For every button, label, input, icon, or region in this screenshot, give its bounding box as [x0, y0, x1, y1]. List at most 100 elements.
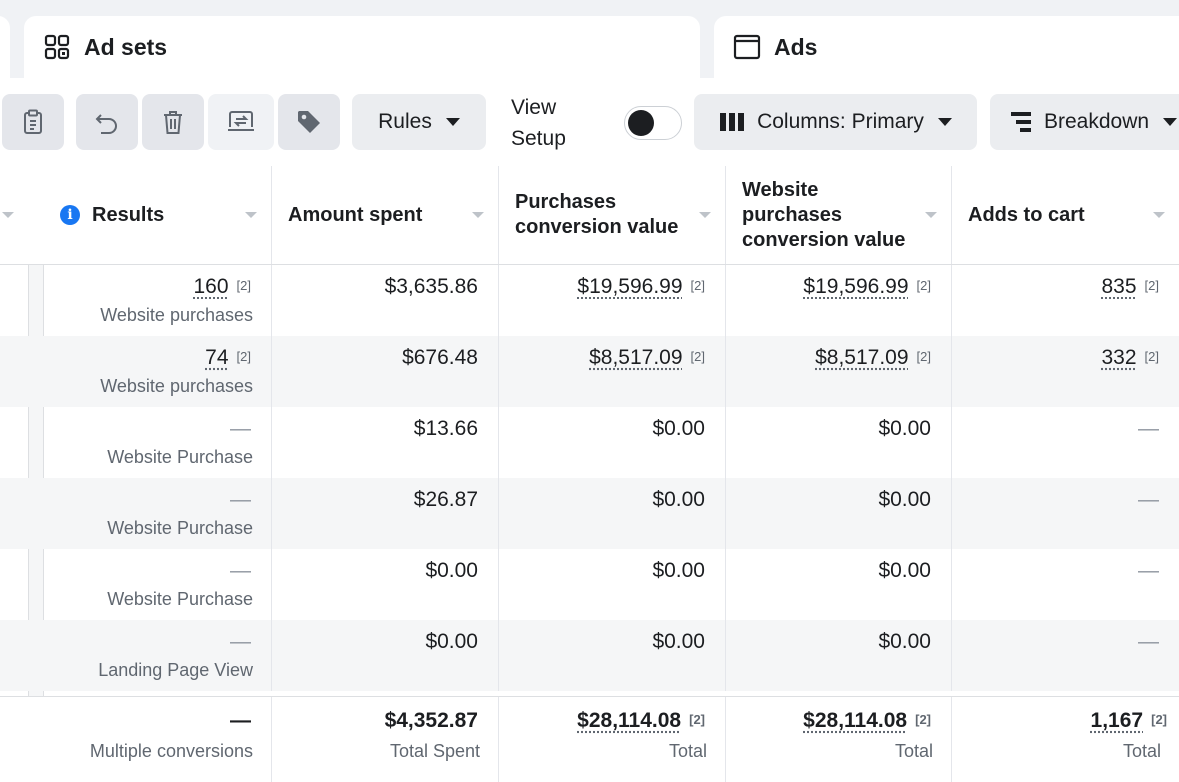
header-results[interactable]: i Results	[44, 166, 272, 264]
pcv-value[interactable]: $8,517.09	[589, 346, 682, 369]
ab-test-button[interactable]	[208, 94, 274, 150]
amount-value: $3,635.86	[385, 275, 478, 299]
cell-results: 74 [2] Website purchases	[44, 336, 272, 407]
cell-website-cv: $0.00	[726, 478, 952, 549]
wpcv-total-label: Total	[895, 741, 933, 762]
amount-value: $0.00	[425, 630, 478, 654]
atc-value: —	[1138, 417, 1159, 441]
cell-results: — Landing Page View	[44, 620, 272, 691]
cell-website-cv: $0.00	[726, 620, 952, 691]
header-line: Purchases	[515, 191, 616, 213]
rules-dropdown[interactable]: Rules	[352, 94, 486, 150]
pcv-total-value[interactable]: $28,114.08	[577, 709, 681, 732]
results-value[interactable]: 74	[205, 346, 228, 369]
footnote-marker: [2]	[1145, 349, 1159, 364]
cell-amount-spent-total: $4,352.87 Total Spent	[272, 697, 499, 782]
header-line: Website	[742, 179, 818, 201]
header-amount-spent[interactable]: Amount spent	[272, 166, 499, 264]
amount-value: $26.87	[414, 488, 478, 512]
cell-adds-to-cart: —	[952, 478, 1179, 549]
table-row[interactable]: — Website Purchase $0.00 $0.00 $0.00 —	[0, 549, 1179, 620]
cell-results: — Website Purchase	[44, 549, 272, 620]
tag-button[interactable]	[278, 94, 340, 150]
pcv-value[interactable]: $19,596.99	[577, 275, 682, 298]
table-row[interactable]: — Landing Page View $0.00 $0.00 $0.00 —	[0, 620, 1179, 691]
table-row[interactable]: 74 [2] Website purchases $676.48 $8,517.0…	[0, 336, 1179, 407]
header-line: conversion value	[742, 229, 905, 251]
cell-results-total: — Multiple conversions	[44, 697, 272, 782]
header-adds-to-cart[interactable]: Adds to cart	[952, 166, 1179, 264]
cell-adds-to-cart: —	[952, 407, 1179, 478]
delete-button[interactable]	[142, 94, 204, 150]
cell-results: — Website Purchase	[44, 478, 272, 549]
atc-value: —	[1138, 559, 1159, 583]
results-value: —	[230, 559, 251, 583]
undo-icon	[94, 110, 120, 134]
header-purchases-conversion-value[interactable]: Purchases conversion value	[499, 166, 726, 264]
header-purchases-cv-label: Purchases conversion value	[515, 190, 678, 240]
duplicate-button[interactable]	[2, 94, 64, 150]
atc-total-value[interactable]: 1,167	[1091, 709, 1144, 732]
header-amount-spent-label: Amount spent	[288, 203, 422, 228]
wpcv-value[interactable]: $8,517.09	[815, 346, 908, 369]
info-icon[interactable]: i	[60, 205, 80, 225]
cell-purchases-cv-total: $28,114.08 [2] Total	[499, 697, 726, 782]
amount-total-label: Total Spent	[390, 741, 480, 762]
header-website-purchases-conversion-value[interactable]: Website purchases conversion value	[726, 166, 952, 264]
wpcv-value: $0.00	[878, 559, 931, 583]
header-results-label: Results	[92, 203, 164, 228]
footnote-marker: [2]	[1151, 712, 1167, 727]
ads-table: i Results Amount spent Purchases convers…	[0, 166, 1179, 782]
results-value: —	[230, 417, 251, 441]
result-type: Website purchases	[100, 305, 253, 326]
sort-icon[interactable]	[2, 212, 14, 218]
sort-icon[interactable]	[699, 212, 711, 218]
wpcv-value[interactable]: $19,596.99	[803, 275, 908, 298]
table-row[interactable]: — Website Purchase $13.66 $0.00 $0.00 —	[0, 407, 1179, 478]
wpcv-value: $0.00	[878, 417, 931, 441]
wpcv-total-value[interactable]: $28,114.08	[803, 709, 907, 732]
clipboard-icon	[21, 109, 45, 135]
sort-icon[interactable]	[472, 212, 484, 218]
cell-amount-spent: $3,635.86	[272, 265, 499, 336]
cell-amount-spent: $0.00	[272, 549, 499, 620]
results-value[interactable]: 160	[193, 275, 228, 298]
atc-value[interactable]: 835	[1101, 275, 1136, 298]
breakdown-dropdown[interactable]: Breakdown	[990, 94, 1179, 150]
grid-icon	[42, 32, 72, 62]
columns-dropdown[interactable]: Columns: Primary	[694, 94, 977, 150]
header-line: purchases	[742, 204, 842, 226]
cell-amount-spent: $13.66	[272, 407, 499, 478]
chevron-down-icon	[446, 118, 460, 126]
breakdown-icon	[1010, 111, 1032, 133]
results-total-label: Multiple conversions	[90, 741, 253, 762]
top-tab-bar: Ad sets Ads	[0, 0, 1179, 90]
sort-icon[interactable]	[245, 212, 257, 218]
columns-icon	[719, 112, 745, 132]
cell-purchases-cv: $19,596.99 [2]	[499, 265, 726, 336]
toggle-knob	[628, 110, 654, 136]
view-setup-toggle[interactable]	[624, 106, 682, 140]
view-setup-label: View Setup	[511, 92, 591, 154]
footnote-marker: [2]	[915, 712, 931, 727]
tag-icon	[296, 109, 322, 135]
result-type: Landing Page View	[98, 660, 253, 681]
undo-button[interactable]	[76, 94, 138, 150]
pcv-value: $0.00	[652, 488, 705, 512]
cell-adds-to-cart-total: 1,167 [2] Total	[952, 697, 1179, 782]
amount-value: $676.48	[402, 346, 478, 370]
cell-website-cv: $19,596.99 [2]	[726, 265, 952, 336]
table-row[interactable]: 160 [2] Website purchases $3,635.86 $19,5…	[0, 265, 1179, 336]
cell-results: 160 [2] Website purchases	[44, 265, 272, 336]
trash-icon	[161, 109, 185, 135]
pcv-total-label: Total	[669, 741, 707, 762]
result-type: Website Purchase	[107, 447, 253, 468]
atc-value[interactable]: 332	[1101, 346, 1136, 369]
sort-icon[interactable]	[925, 212, 937, 218]
footnote-marker: [2]	[689, 712, 705, 727]
footnote-marker: [2]	[1145, 278, 1159, 293]
cell-amount-spent: $676.48	[272, 336, 499, 407]
sort-icon[interactable]	[1153, 212, 1165, 218]
table-row[interactable]: — Website Purchase $26.87 $0.00 $0.00 —	[0, 478, 1179, 549]
footnote-marker: [2]	[691, 349, 705, 364]
